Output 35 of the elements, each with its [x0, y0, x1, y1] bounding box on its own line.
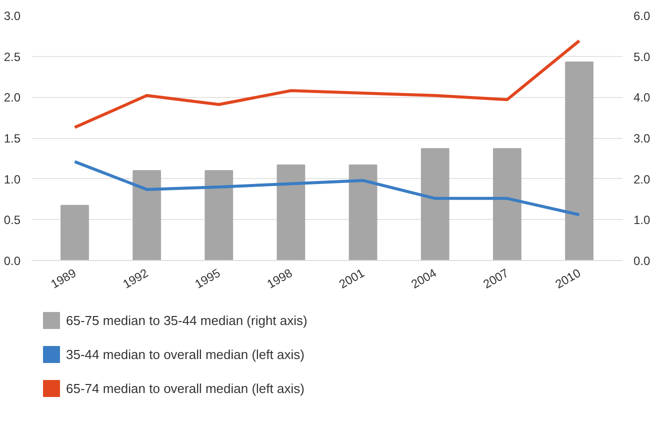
bar	[565, 62, 594, 260]
x-tick-label: 1989	[48, 266, 79, 292]
y2-tick-label: 3.0	[634, 132, 651, 146]
x-tick-label: 1998	[264, 266, 295, 292]
bar	[348, 164, 378, 260]
y-tick-label: 2.5	[4, 50, 21, 64]
y2-tick-label: 2.0	[634, 172, 651, 186]
y2-tick-label: 0.0	[634, 254, 651, 268]
x-tick-label: 2004	[408, 266, 440, 292]
y2-tick-label: 1.0	[634, 213, 651, 228]
y-tick-label: 3.0	[4, 9, 21, 23]
y2-tick-label: 6.0	[634, 9, 651, 23]
x-tick-label: 2007	[480, 266, 512, 292]
x-tick-label: 1992	[120, 266, 151, 292]
y-tick-label: 1.5	[4, 132, 21, 146]
y2-tick-label: 4.0	[634, 90, 651, 105]
bar	[204, 170, 234, 260]
y-tick-label: 0.0	[4, 254, 21, 268]
bar	[60, 204, 89, 260]
bar	[132, 170, 162, 260]
bar	[276, 164, 306, 260]
line-series	[73, 160, 581, 216]
x-tick-label: 2001	[336, 266, 368, 292]
y-tick-label: 0.5	[4, 213, 21, 228]
bar	[420, 148, 450, 260]
x-tick-label: 1995	[192, 266, 223, 292]
bar	[492, 148, 522, 260]
y2-tick-label: 5.0	[634, 50, 651, 64]
legend-label: 65-74 median to overall median (left axis)	[66, 380, 304, 396]
legend-label: 35-44 median to overall median (left axis)	[66, 346, 304, 362]
legend-label: 65-75 median to 35-44 median (right axis)	[66, 312, 308, 328]
x-tick-label: 2010	[552, 266, 584, 292]
y-tick-label: 1.0	[4, 172, 21, 186]
y-tick-label: 2.0	[4, 90, 21, 105]
line-series	[73, 39, 581, 129]
